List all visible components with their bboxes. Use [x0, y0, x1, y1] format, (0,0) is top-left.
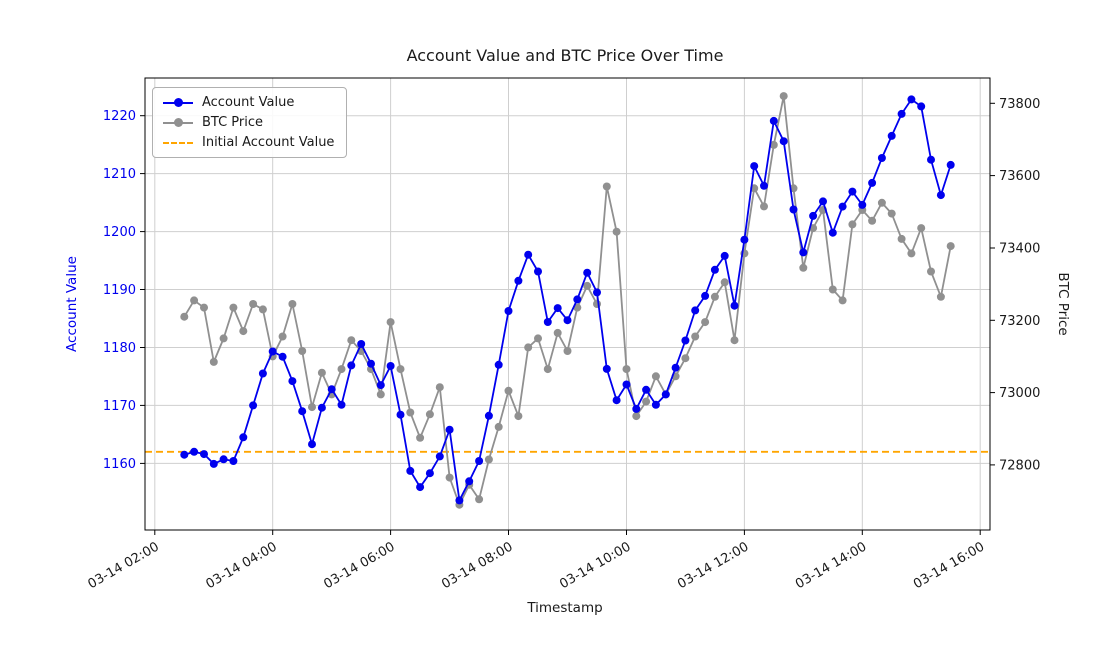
legend-marker-account-value: [163, 96, 193, 110]
svg-text:03-14 06:00: 03-14 06:00: [321, 539, 397, 592]
svg-text:03-14 08:00: 03-14 08:00: [439, 539, 515, 592]
legend-item-btc-price: BTC Price: [163, 115, 334, 130]
svg-text:1170: 1170: [103, 399, 136, 414]
legend-marker-btc-price: [163, 116, 193, 130]
y-axis-label-right: BTC Price: [1055, 272, 1071, 336]
svg-text:1180: 1180: [103, 341, 136, 356]
gridlines: [145, 78, 990, 530]
svg-text:03-14 12:00: 03-14 12:00: [675, 539, 751, 592]
legend-marker-initial-account-value: [163, 136, 193, 150]
chart-title: Account Value and BTC Price Over Time: [406, 46, 724, 65]
legend-label-account-value: Account Value: [202, 95, 295, 110]
svg-text:03-14 04:00: 03-14 04:00: [203, 539, 279, 592]
svg-text:1160: 1160: [103, 457, 136, 472]
legend-item-initial-account-value: Initial Account Value: [163, 135, 334, 150]
svg-text:03-14 16:00: 03-14 16:00: [911, 539, 987, 592]
svg-text:03-14 02:00: 03-14 02:00: [86, 539, 162, 592]
svg-text:1220: 1220: [103, 109, 136, 124]
svg-text:72800: 72800: [999, 458, 1040, 473]
x-axis-label: Timestamp: [527, 600, 603, 616]
y-axis-label-left: Account Value: [64, 256, 80, 352]
svg-text:73000: 73000: [999, 386, 1040, 401]
legend-dot-glyph: [173, 118, 183, 127]
svg-text:1190: 1190: [103, 283, 136, 298]
legend-label-initial-account-value: Initial Account Value: [202, 135, 335, 150]
btc-price-series: [180, 92, 955, 509]
svg-text:73200: 73200: [999, 314, 1040, 329]
svg-text:1200: 1200: [103, 225, 136, 240]
svg-text:73400: 73400: [999, 242, 1040, 257]
svg-text:73600: 73600: [999, 169, 1040, 184]
legend-dashed-line-glyph: [163, 141, 193, 144]
account-value-series: [180, 95, 955, 505]
legend: Account Value BTC Price Initial Account …: [152, 87, 348, 158]
legend-dot-glyph: [173, 98, 183, 107]
svg-text:03-14 14:00: 03-14 14:00: [793, 539, 869, 592]
legend-item-account-value: Account Value: [163, 95, 334, 110]
svg-text:1210: 1210: [103, 167, 136, 182]
legend-label-btc-price: BTC Price: [202, 115, 264, 130]
svg-text:03-14 10:00: 03-14 10:00: [557, 539, 633, 592]
svg-text:73800: 73800: [999, 97, 1040, 112]
